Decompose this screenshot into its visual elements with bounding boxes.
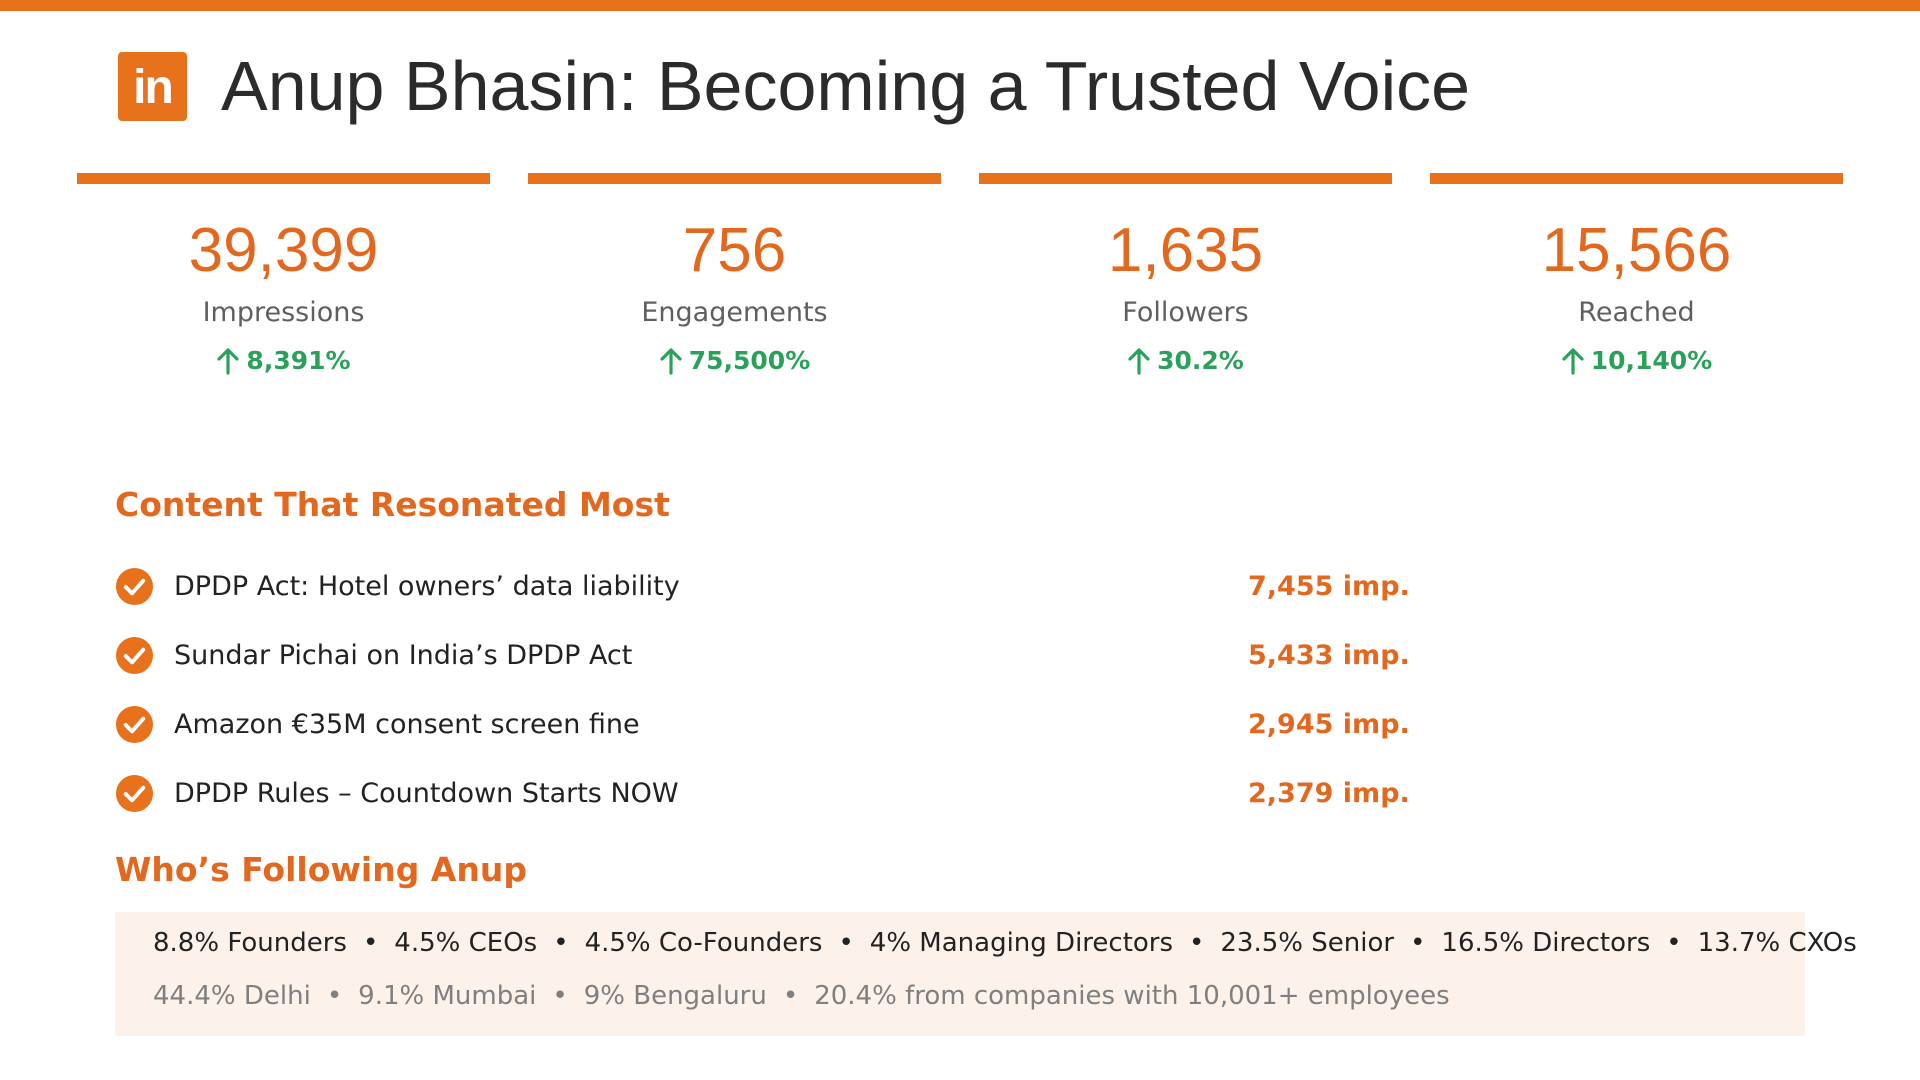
arrow-up-icon bbox=[217, 348, 240, 375]
stat-value: 39,399 bbox=[188, 216, 379, 285]
stat-label: Engagements bbox=[641, 297, 828, 329]
stat-change-value: 75,500% bbox=[688, 346, 811, 376]
list-item: DPDP Act: Hotel owners’ data liability 7… bbox=[115, 552, 1410, 621]
role-stat: 4.5% Co-Founders bbox=[584, 928, 823, 958]
follower-locations: 44.4% Delhi • 9.1% Mumbai • 9% Bengaluru • 20.… bbox=[153, 980, 1805, 1013]
content-item-title: DPDP Rules – Countdown Starts NOW bbox=[174, 778, 679, 809]
content-item-title: DPDP Act: Hotel owners’ data liability bbox=[174, 571, 680, 602]
stat-bar bbox=[77, 173, 490, 184]
content-item-title: Sundar Pichai on India’s DPDP Act bbox=[174, 640, 633, 671]
content-item-impressions: 7,455 imp. bbox=[1248, 571, 1410, 602]
separator-dot: • bbox=[362, 928, 379, 958]
stat-change-value: 30.2% bbox=[1157, 346, 1244, 376]
check-circle-icon bbox=[115, 636, 154, 675]
page-title: Anup Bhasin: Becoming a Trusted Voice bbox=[221, 47, 1471, 125]
content-item-title: Amazon €35M consent screen fine bbox=[174, 709, 640, 740]
header: in Anup Bhasin: Becoming a Trusted Voice bbox=[118, 48, 1470, 124]
stat-value: 15,566 bbox=[1541, 216, 1732, 285]
stat-value: 1,635 bbox=[1107, 216, 1264, 285]
role-stat: 16.5% Directors bbox=[1441, 928, 1651, 958]
arrow-up-icon bbox=[660, 348, 682, 375]
separator-dot: • bbox=[1410, 928, 1426, 958]
stat-change: 75,500% bbox=[528, 346, 941, 375]
stat-followers: 1,635 Followers 30.2% bbox=[979, 173, 1392, 375]
role-stat: 4% Managing Directors bbox=[869, 928, 1174, 958]
separator-dot: • bbox=[1666, 928, 1682, 958]
stat-change-value: 8,391% bbox=[246, 346, 351, 376]
content-item-impressions: 2,945 imp. bbox=[1248, 709, 1410, 740]
separator-dot: • bbox=[326, 980, 343, 1011]
check-circle-icon bbox=[115, 705, 154, 744]
separator-dot: • bbox=[553, 928, 569, 958]
logo-text: in bbox=[133, 61, 174, 114]
stat-value: 756 bbox=[682, 216, 787, 285]
separator-dot: • bbox=[782, 980, 799, 1011]
stat-label: Followers bbox=[1122, 297, 1249, 329]
followers-panel: 8.8% Founders • 4.5% CEOs • 4.5% Co-Founders… bbox=[115, 912, 1857, 1036]
role-stat: 13.7% CXOs bbox=[1697, 928, 1857, 958]
separator-dot: • bbox=[838, 928, 854, 958]
linkedin-icon: in bbox=[118, 51, 187, 121]
location-stat: 20.4% from companies with 10,001+ employ… bbox=[814, 980, 1450, 1011]
stat-label: Impressions bbox=[202, 297, 365, 329]
arrow-up-icon bbox=[1128, 348, 1150, 375]
top-accent-bar bbox=[0, 0, 1920, 11]
list-item: Amazon €35M consent screen fine 2,945 im… bbox=[115, 690, 1410, 759]
stat-change-value: 10,140% bbox=[1590, 346, 1713, 376]
check-circle-icon bbox=[115, 774, 154, 813]
location-stat: 9.1% Mumbai bbox=[358, 980, 537, 1011]
stat-bar bbox=[1430, 173, 1843, 184]
content-list: DPDP Act: Hotel owners’ data liability 7… bbox=[115, 552, 1410, 828]
stat-change: 30.2% bbox=[979, 346, 1392, 375]
content-item-impressions: 5,433 imp. bbox=[1248, 640, 1410, 671]
location-stat: 44.4% Delhi bbox=[153, 980, 311, 1011]
followers-section-title: Who’s Following Anup bbox=[115, 850, 527, 889]
list-item: DPDP Rules – Countdown Starts NOW 2,379 … bbox=[115, 759, 1410, 828]
stat-change: 8,391% bbox=[77, 346, 490, 375]
stats-row: 39,399 Impressions 8,391% 756 Engagement… bbox=[77, 173, 1843, 375]
stat-reached: 15,566 Reached 10,140% bbox=[1430, 173, 1843, 375]
stat-bar bbox=[979, 173, 1392, 184]
content-section-title: Content That Resonated Most bbox=[115, 485, 670, 524]
check-circle-icon bbox=[115, 567, 154, 606]
stat-change: 10,140% bbox=[1430, 346, 1843, 375]
separator-dot: • bbox=[552, 980, 568, 1011]
stat-impressions: 39,399 Impressions 8,391% bbox=[77, 173, 490, 375]
role-stat: 8.8% Founders bbox=[153, 928, 347, 958]
stat-engagements: 756 Engagements 75,500% bbox=[528, 173, 941, 375]
stat-label: Reached bbox=[1578, 297, 1695, 329]
list-item: Sundar Pichai on India’s DPDP Act 5,433 … bbox=[115, 621, 1410, 690]
follower-roles: 8.8% Founders • 4.5% CEOs • 4.5% Co-Founders… bbox=[153, 927, 1857, 960]
separator-dot: • bbox=[1189, 928, 1205, 958]
content-item-impressions: 2,379 imp. bbox=[1248, 778, 1410, 809]
role-stat: 23.5% Senior bbox=[1220, 928, 1395, 958]
role-stat: 4.5% CEOs bbox=[394, 928, 538, 958]
stat-bar bbox=[528, 173, 941, 184]
location-stat: 9% Bengaluru bbox=[583, 980, 767, 1011]
arrow-up-icon bbox=[1562, 348, 1584, 375]
